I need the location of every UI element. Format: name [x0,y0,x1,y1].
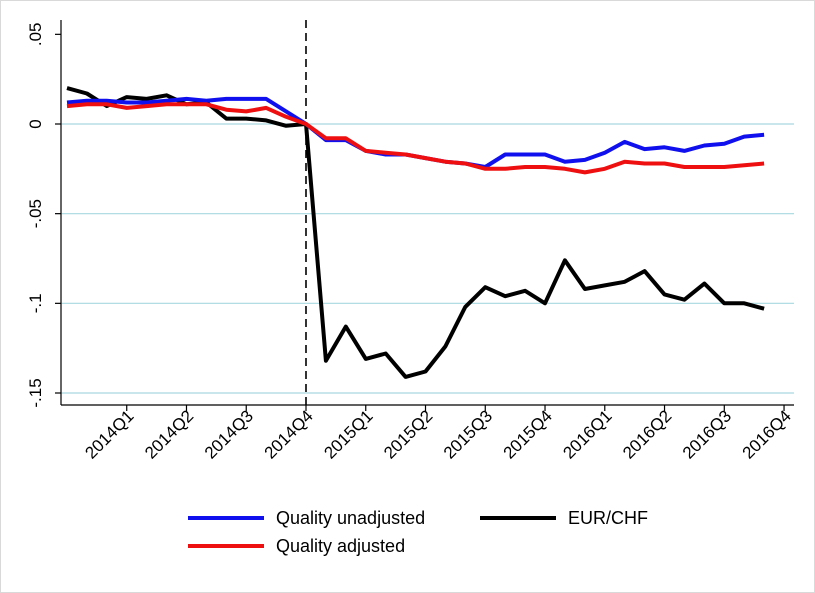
x-tick-label: 2014Q3 [201,406,257,462]
x-tick-label: 2014Q4 [261,406,317,462]
x-tick-label: 2015Q2 [380,406,436,462]
x-tick-label: 2014Q1 [81,406,137,462]
x-tick-label: 2016Q4 [739,406,795,462]
x-tick-label: 2015Q4 [500,406,556,462]
x-tick-label: 2014Q2 [141,406,197,462]
y-tick-label: -.05 [26,199,45,228]
x-tick-label: 2015Q1 [320,406,376,462]
legend-label-quality-adjusted: Quality adjusted [276,536,405,556]
series-line-quality-adjusted [66,102,765,175]
x-tick-label: 2016Q3 [679,406,735,462]
series-line-eur-chf [66,86,765,379]
x-tick-label: 2016Q1 [559,406,615,462]
y-tick-label: .05 [26,23,45,47]
x-tick-label: 2015Q3 [440,406,496,462]
x-tick-label: 2016Q2 [619,406,675,462]
y-tick-label: -.15 [26,378,45,407]
y-tick-label: -.1 [26,293,45,313]
y-tick-label: 0 [26,119,45,128]
legend-label-eur-chf: EUR/CHF [568,508,648,528]
legend-label-quality-unadjusted: Quality unadjusted [276,508,425,528]
